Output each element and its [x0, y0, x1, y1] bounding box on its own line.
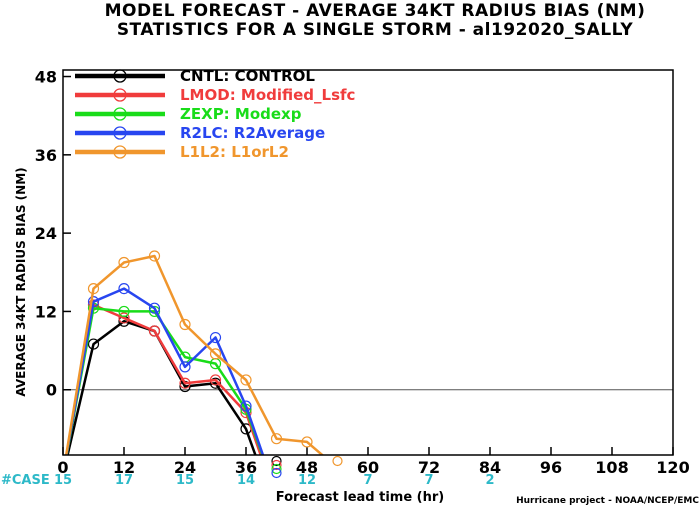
legend-label: R2LC: R2Average: [180, 124, 325, 142]
data-point: [270, 433, 283, 445]
series-layer: [64, 250, 325, 514]
offscale-point: [271, 463, 282, 475]
y-tick-label: 0: [46, 381, 57, 400]
case-count: 14: [237, 473, 255, 488]
legend-swatch-marker: [113, 69, 127, 83]
y-axis-label: AVERAGE 34KT RADIUS BIAS (NM): [14, 167, 28, 396]
legend-swatch-marker: [113, 107, 127, 121]
case-count: 15: [54, 473, 72, 488]
y-tick-label: 24: [35, 224, 57, 243]
data-point: [179, 361, 191, 373]
offscale-point: [332, 455, 343, 467]
offscale-point: [271, 467, 282, 479]
data-point: [87, 283, 100, 295]
data-point: [118, 283, 130, 295]
data-point: [209, 348, 222, 360]
legend-label: L1L2: L1orL2: [180, 143, 289, 161]
legend-label: CNTL: CONTROL: [180, 67, 315, 85]
y-tick-label: 48: [35, 68, 57, 87]
case-count: 15: [176, 473, 194, 488]
case-counts-layer: #CASE 15 17 15 14 12 7 7 2: [1, 473, 495, 488]
chart-subtitle: STATISTICS FOR A SINGLE STORM - al192020…: [117, 20, 634, 40]
data-point: [240, 400, 252, 412]
case-count: 7: [424, 473, 433, 488]
x-tick-label: 60: [357, 458, 379, 477]
case-label: #CASE: [1, 473, 50, 488]
legend-swatch-marker: [113, 88, 127, 102]
tick-labels-layer: 0 12 24 36 48 0 12 24 36 48 60 72 84 96 108 120: [35, 68, 690, 477]
data-point: [209, 331, 222, 344]
y-tick-label: 12: [35, 302, 57, 321]
data-point: [118, 312, 130, 324]
x-tick-label: 84: [479, 458, 501, 477]
x-tick-label: 48: [296, 458, 318, 477]
x-tick-label: 36: [235, 458, 257, 477]
data-point: [148, 305, 161, 318]
series-line: [64, 254, 325, 455]
chart-title: MODEL FORECAST - AVERAGE 34KT RADIUS BIA…: [105, 1, 646, 21]
case-count: 17: [115, 473, 133, 488]
data-point: [240, 374, 252, 386]
data-point: [118, 256, 130, 269]
axes-layer: [62, 75, 674, 455]
data-point: [209, 374, 222, 386]
data-point: [301, 436, 313, 448]
data-point: [179, 318, 191, 331]
offscale-point: [271, 459, 282, 471]
data-point: [118, 305, 130, 318]
case-count: 7: [363, 473, 372, 488]
data-point: [148, 325, 161, 337]
data-point: [87, 296, 100, 308]
x-axis-label: Forecast lead time (hr): [276, 490, 444, 505]
y-tick-label: 36: [35, 146, 57, 165]
x-tick-label: 96: [540, 458, 562, 477]
offscale-point: [271, 455, 282, 467]
x-tick-label: 72: [418, 458, 440, 477]
plot-frame: [62, 69, 674, 456]
case-count: 2: [485, 473, 494, 488]
x-tick-label: 12: [113, 458, 135, 477]
x-tick-label: 108: [595, 458, 628, 477]
x-tick-label: 24: [174, 458, 196, 477]
data-point: [87, 338, 100, 350]
data-point: [179, 377, 191, 389]
data-point: [148, 302, 161, 314]
x-tick-label: 120: [656, 458, 689, 477]
data-point: [209, 377, 222, 389]
credit-text: Hurricane project - NOAA/NCEP/EMC: [516, 496, 699, 506]
legend-swatch-marker: [113, 126, 127, 140]
case-count: 12: [298, 473, 316, 488]
offscale-markers-layer: [271, 455, 343, 479]
data-point: [272, 509, 282, 514]
x-tick-label: 0: [57, 458, 68, 477]
data-point: [148, 250, 161, 262]
legend-swatch-marker: [113, 145, 127, 159]
legend-label: LMOD: Modified_Lsfc: [180, 86, 355, 104]
legend-label: ZEXP: Modexp: [180, 105, 302, 123]
